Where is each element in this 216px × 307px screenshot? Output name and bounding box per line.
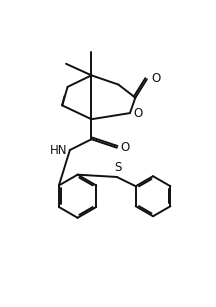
Text: O: O bbox=[121, 141, 130, 154]
Text: HN: HN bbox=[50, 144, 68, 157]
Text: O: O bbox=[151, 72, 161, 85]
Text: S: S bbox=[114, 161, 121, 174]
Text: O: O bbox=[133, 107, 142, 120]
